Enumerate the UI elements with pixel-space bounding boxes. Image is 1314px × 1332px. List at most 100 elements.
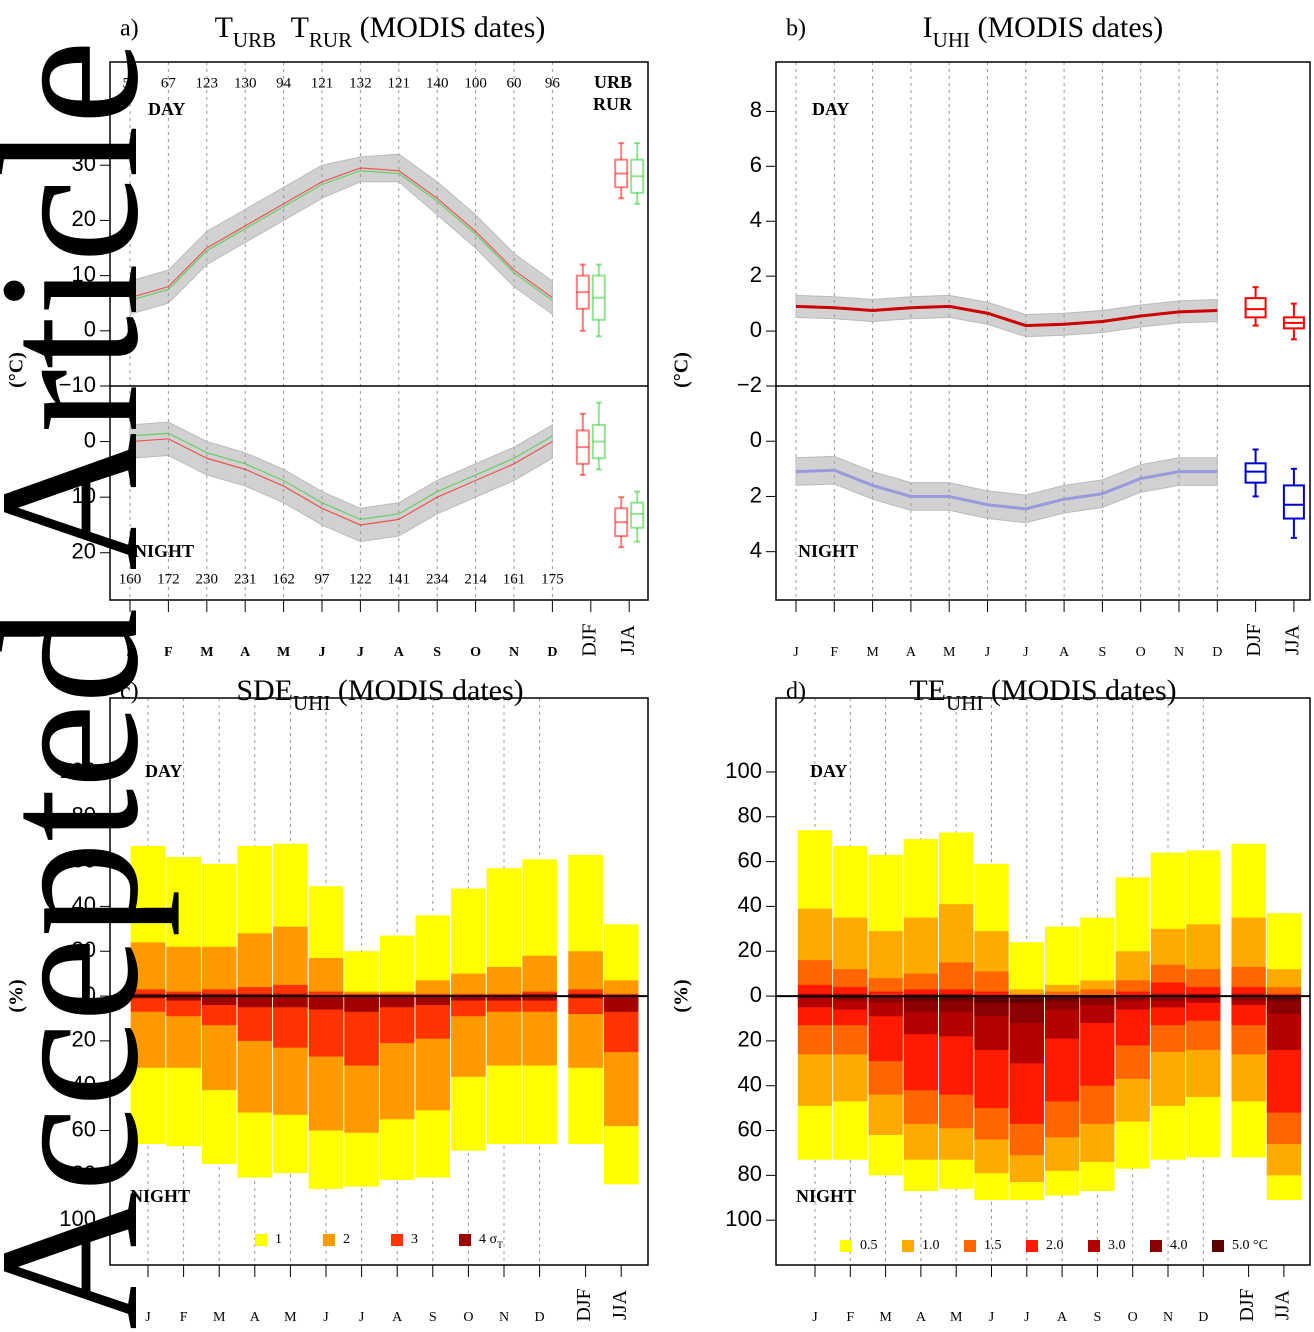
x-tick-label: O bbox=[470, 645, 481, 660]
x-tick-label: A bbox=[916, 1310, 927, 1325]
y-tick-label: 4 bbox=[750, 207, 762, 232]
title-part: (MODIS dates) bbox=[983, 674, 1176, 707]
bar bbox=[130, 996, 166, 1012]
bar bbox=[797, 993, 833, 997]
bar bbox=[1266, 996, 1302, 1001]
y-tick-label: 20 bbox=[738, 937, 762, 962]
x-tick-label: O bbox=[463, 1310, 473, 1325]
box bbox=[1282, 484, 1305, 520]
count-label: 121 bbox=[311, 75, 334, 91]
legend-entry: 1.0 bbox=[922, 1238, 940, 1253]
chart-title: TEUHI (MODIS dates) bbox=[909, 674, 1176, 715]
band bbox=[795, 455, 1218, 524]
bar bbox=[568, 996, 603, 999]
legend-name: 2.0 bbox=[1046, 1238, 1064, 1253]
x-tick-label: S bbox=[433, 645, 441, 660]
x-tick-label: J bbox=[319, 645, 326, 660]
count-label: 132 bbox=[349, 75, 372, 91]
legend-swatch bbox=[459, 1234, 471, 1246]
bar bbox=[237, 987, 273, 997]
title-part: T bbox=[276, 11, 309, 44]
bar bbox=[568, 996, 603, 1014]
chart-title: SDEUHI (MODIS dates) bbox=[236, 674, 523, 715]
x-tick-label: J bbox=[985, 645, 991, 660]
band bbox=[129, 153, 553, 316]
bar bbox=[1080, 996, 1115, 1006]
legend-entry: RUR bbox=[593, 94, 633, 114]
legend-entry: 2.0 bbox=[1046, 1238, 1064, 1253]
plot-frame bbox=[109, 697, 649, 1266]
x-tick-label: A bbox=[392, 1310, 403, 1325]
box bbox=[630, 501, 645, 529]
count-label: 97 bbox=[315, 571, 331, 587]
y-tick-label: 10 bbox=[72, 261, 96, 286]
bar bbox=[1186, 996, 1221, 1003]
count-label: 214 bbox=[464, 571, 487, 587]
legend-swatch bbox=[1026, 1240, 1038, 1252]
bar bbox=[415, 996, 451, 1006]
bar bbox=[1009, 942, 1044, 997]
legend-swatch bbox=[1212, 1240, 1224, 1252]
count-label: 234 bbox=[426, 571, 449, 587]
series-line bbox=[129, 167, 553, 299]
bar bbox=[522, 991, 557, 997]
x-tick-label: S bbox=[429, 1310, 437, 1325]
count-label: 122 bbox=[349, 571, 372, 587]
title-part: UHI bbox=[946, 691, 983, 715]
y-tick-label: 6 bbox=[750, 152, 762, 177]
bar bbox=[833, 996, 868, 999]
bar bbox=[201, 946, 237, 997]
title-part: (MODIS dates) bbox=[970, 11, 1163, 44]
x-tick-label: J bbox=[793, 645, 799, 660]
y-tick-label: 40 bbox=[72, 96, 96, 121]
bar bbox=[379, 996, 415, 1008]
day-label: DAY bbox=[810, 761, 847, 781]
y-tick-label: 40 bbox=[738, 892, 762, 917]
day-label: DAY bbox=[148, 99, 185, 119]
bar bbox=[522, 996, 557, 1001]
legend-entry: URB bbox=[594, 72, 632, 92]
y-tick-label: 20 bbox=[72, 1027, 96, 1052]
legend-swatch bbox=[964, 1240, 976, 1252]
title-part: UHI bbox=[933, 28, 970, 52]
bar bbox=[974, 991, 1009, 997]
night-label: NIGHT bbox=[798, 541, 858, 561]
count-label: 161 bbox=[503, 571, 526, 587]
x-tick-label: DJF bbox=[573, 1288, 595, 1321]
bar bbox=[237, 996, 273, 1008]
x-tick-label: J bbox=[812, 1310, 818, 1325]
night-label: NIGHT bbox=[130, 1186, 190, 1206]
bar bbox=[1044, 984, 1080, 997]
x-tick-label: A bbox=[394, 645, 405, 660]
bar bbox=[1266, 987, 1302, 997]
bar bbox=[451, 996, 486, 1001]
bar bbox=[833, 993, 868, 997]
bar bbox=[166, 996, 201, 1001]
x-tick-label: JJA bbox=[609, 1289, 631, 1320]
count-label: 60 bbox=[507, 75, 522, 91]
bar bbox=[273, 996, 308, 1008]
bar bbox=[1150, 982, 1186, 997]
x-tick-label: J bbox=[145, 1310, 151, 1325]
bar bbox=[201, 996, 237, 1006]
legend-entry: 4.0 bbox=[1170, 1238, 1188, 1253]
y-tick-label: 60 bbox=[738, 847, 762, 872]
bar bbox=[308, 991, 344, 997]
legend-entry: 2 bbox=[343, 1232, 350, 1247]
bar bbox=[1150, 996, 1186, 1008]
count-label: 162 bbox=[272, 571, 295, 587]
bar bbox=[166, 996, 201, 1017]
x-tick-label: M bbox=[879, 1310, 892, 1325]
bar bbox=[273, 926, 308, 997]
count-label: 141 bbox=[388, 571, 411, 587]
legend-swatch bbox=[255, 1234, 267, 1246]
title-part: RUR bbox=[309, 28, 352, 52]
y-tick-label: 0 bbox=[750, 317, 762, 342]
y-tick-label: 2 bbox=[750, 482, 762, 507]
bar bbox=[603, 996, 639, 1012]
y-tick-label: 20 bbox=[72, 206, 96, 231]
legend-entry: 5.0 °C bbox=[1232, 1238, 1268, 1253]
bar bbox=[903, 989, 939, 997]
x-tick-label: D bbox=[547, 645, 557, 660]
